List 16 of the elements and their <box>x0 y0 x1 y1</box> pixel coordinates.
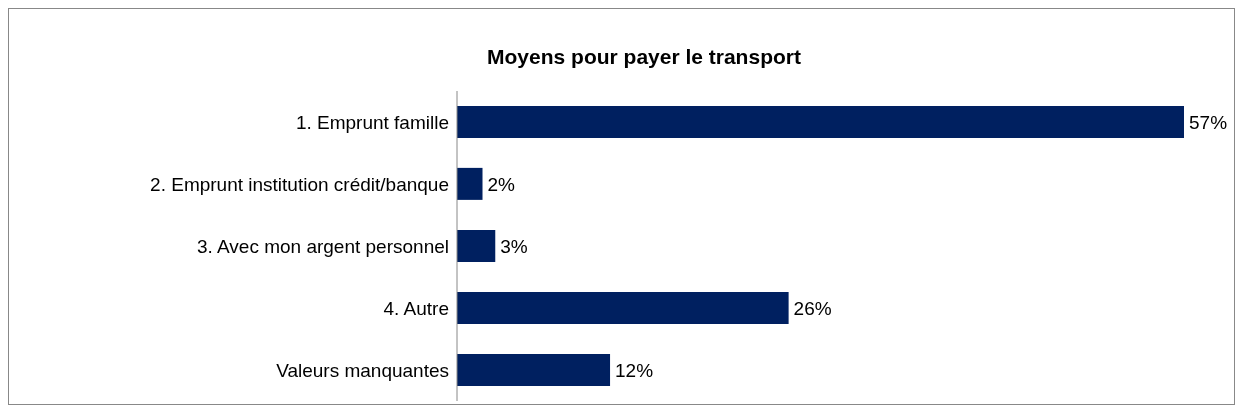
bar <box>457 229 496 262</box>
y-tick-label: 3. Avec mon argent personnel <box>196 235 449 257</box>
bar <box>457 105 1184 138</box>
data-label: 3% <box>500 235 528 257</box>
data-label: 26% <box>793 297 832 319</box>
bar <box>457 353 611 386</box>
bar <box>457 167 483 200</box>
data-label: 12% <box>615 359 654 381</box>
y-tick-label: Valeurs manquantes <box>276 359 449 381</box>
y-tick-label: 2. Emprunt institution crédit/banque <box>150 173 449 195</box>
y-tick-label: 4. Autre <box>383 297 449 319</box>
data-label: 2% <box>487 173 516 195</box>
chart-title: Moyens pour payer le transport <box>486 45 802 69</box>
data-label: 57% <box>1189 111 1228 133</box>
bar <box>457 291 789 324</box>
y-tick-label: 1. Emprunt famille <box>295 111 449 133</box>
